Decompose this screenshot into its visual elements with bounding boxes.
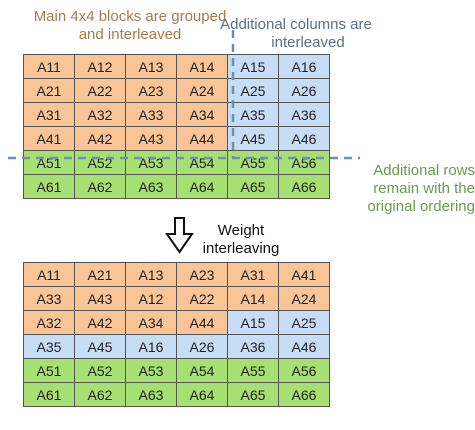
matrix-row: A33 A43 A12 A22 A14 A24: [24, 287, 330, 311]
matrix-row: A61 A62 A63 A64 A65 A66: [24, 383, 330, 407]
matrix-cell: A31: [228, 263, 279, 287]
matrix-cell: A53: [126, 359, 177, 383]
matrix-cell: A65: [228, 383, 279, 407]
matrix-cell: A22: [177, 287, 228, 311]
matrix-cell: A36: [228, 335, 279, 359]
matrix-cell: A63: [126, 383, 177, 407]
matrix-row: A51 A52 A53 A54 A55 A56: [24, 359, 330, 383]
matrix-cell: A21: [75, 263, 126, 287]
matrix-cell: A46: [279, 335, 330, 359]
matrix-cell: A56: [279, 359, 330, 383]
matrix-cell: A25: [279, 311, 330, 335]
matrix-cell: A13: [126, 263, 177, 287]
matrix-cell: A44: [177, 311, 228, 335]
weight-interleaving-caption: Weight interleaving: [196, 222, 286, 258]
matrix-cell: A15: [228, 311, 279, 335]
weight-interleaving-caption-line1: Weight: [196, 222, 286, 240]
matrix-cell: A26: [177, 335, 228, 359]
matrix-cell: A62: [75, 383, 126, 407]
matrix-cell: A54: [177, 359, 228, 383]
matrix-cell: A34: [126, 311, 177, 335]
matrix-cell: A55: [228, 359, 279, 383]
matrix-cell: A24: [279, 287, 330, 311]
matrix-cell: A11: [24, 263, 75, 287]
matrix-cell: A52: [75, 359, 126, 383]
matrix-cell: A51: [24, 359, 75, 383]
matrix-cell: A33: [24, 287, 75, 311]
matrix-cell: A43: [75, 287, 126, 311]
matrix-cell: A12: [126, 287, 177, 311]
matrix-cell: A42: [75, 311, 126, 335]
matrix-cell: A35: [24, 335, 75, 359]
matrix-row: A35 A45 A16 A26 A36 A46: [24, 335, 330, 359]
matrix-row: A11 A21 A13 A23 A31 A41: [24, 263, 330, 287]
matrix-cell: A66: [279, 383, 330, 407]
down-arrow-icon: [167, 218, 192, 252]
matrix-row: A32 A42 A34 A44 A15 A25: [24, 311, 330, 335]
interleaved-matrix: A11 A21 A13 A23 A31 A41 A33 A43 A12 A22 A14 A24 A32 A…: [23, 262, 330, 407]
matrix-cell: A32: [24, 311, 75, 335]
matrix-cell: A41: [279, 263, 330, 287]
matrix-cell: A16: [126, 335, 177, 359]
matrix-cell: A14: [228, 287, 279, 311]
matrix-cell: A23: [177, 263, 228, 287]
matrix-cell: A61: [24, 383, 75, 407]
weight-interleaving-caption-line2: interleaving: [196, 240, 286, 258]
matrix-cell: A45: [75, 335, 126, 359]
matrix-cell: A64: [177, 383, 228, 407]
